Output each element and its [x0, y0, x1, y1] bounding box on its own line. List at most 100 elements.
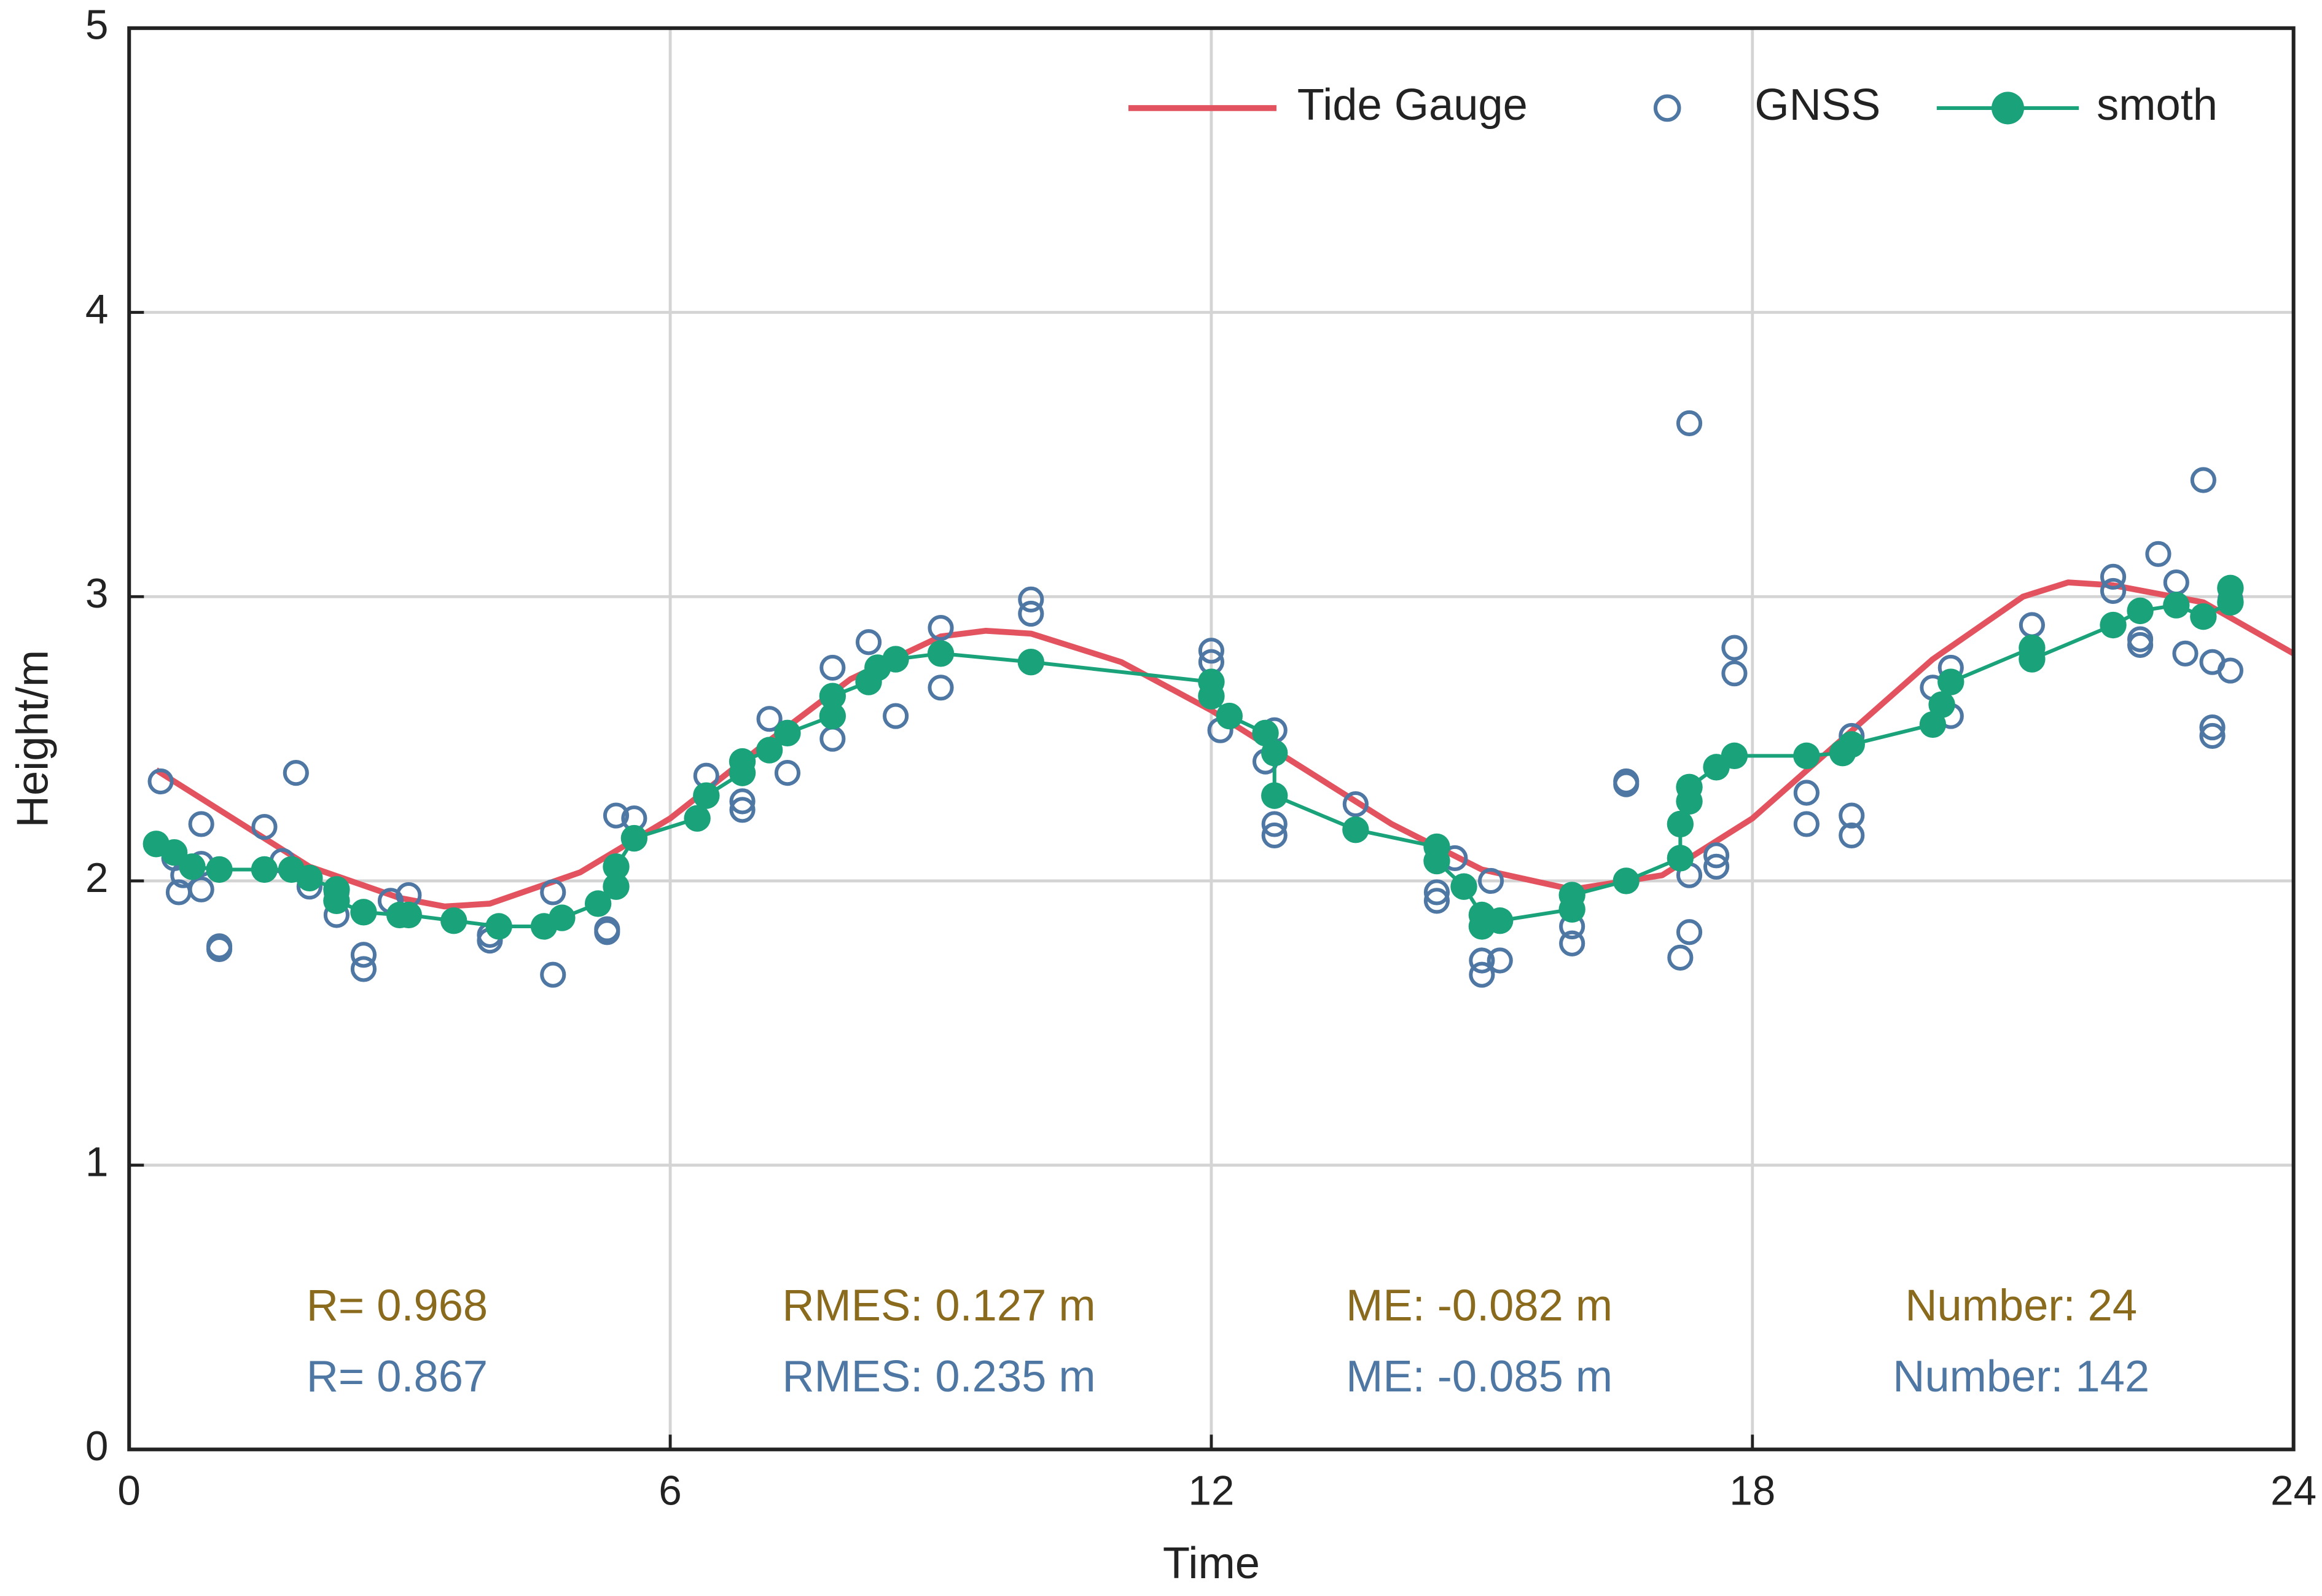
line-marker [1216, 702, 1243, 730]
line-marker [1198, 683, 1225, 710]
scatter-point [1559, 930, 1585, 956]
scatter-point [883, 703, 909, 729]
line-marker [1667, 845, 1694, 872]
line-marker [1676, 773, 1703, 800]
line-marker [2019, 646, 2046, 673]
line-marker [1487, 907, 1514, 934]
scatter-point [1342, 791, 1369, 818]
line-marker [1261, 782, 1288, 809]
scatter-point [1469, 947, 1495, 974]
line-marker [684, 805, 711, 832]
scatter-point [1667, 944, 1694, 971]
scatter-point [206, 936, 233, 963]
line-marker [2217, 574, 2244, 602]
scatter-point [1018, 600, 1044, 627]
scatter-point [1469, 961, 1495, 988]
scatter-point [1839, 802, 1865, 829]
line-marker [549, 904, 576, 931]
line-marker [440, 907, 467, 934]
scatter-point [594, 916, 620, 942]
line-marker [395, 901, 423, 929]
scatter-point [2217, 657, 2243, 684]
scatter-point [1793, 780, 1820, 806]
line-marker [2100, 611, 2127, 639]
line-marker [603, 873, 630, 900]
scatter-point [147, 768, 174, 795]
line-marker [296, 864, 323, 892]
scatter-point [928, 675, 954, 701]
legend-swatch [1992, 92, 2025, 125]
line-marker [179, 853, 206, 880]
scatter-point [1423, 888, 1450, 914]
scatter-point [1198, 638, 1225, 664]
line-marker [1558, 882, 1585, 909]
annotation: RMES: 0.127 m [782, 1281, 1095, 1331]
line-marker [323, 887, 350, 915]
line-marker [1261, 740, 1288, 767]
annotation: R= 0.968 [307, 1281, 488, 1331]
legend-label: smoth [2097, 80, 2218, 130]
line-marker [756, 737, 783, 764]
line-marker [1838, 731, 1865, 758]
legend-swatch [1653, 94, 1681, 122]
scatter-point [1703, 842, 1730, 869]
line-marker [2163, 592, 2190, 619]
line-marker [1919, 711, 1947, 738]
line-marker [2127, 597, 2154, 625]
legend-label: Tide Gauge [1297, 80, 1528, 130]
line-marker [1667, 810, 1694, 838]
line-marker [882, 646, 909, 673]
x-tick-label: 18 [1729, 1468, 1775, 1514]
scatter-point [540, 879, 566, 906]
x-tick-label: 0 [117, 1468, 141, 1514]
scatter-point [1261, 811, 1288, 837]
line-marker [774, 719, 801, 747]
scatter-point [729, 797, 756, 823]
scatter-point [2199, 714, 2226, 741]
line-marker [584, 890, 612, 917]
x-tick-label: 6 [659, 1468, 682, 1514]
line-marker [1612, 867, 1640, 894]
scatter-point [603, 802, 630, 829]
scatter-point [2172, 640, 2199, 667]
scatter-point [1676, 410, 1703, 437]
scatter-point [1839, 822, 1865, 849]
scatter-point [350, 956, 377, 982]
line-marker [603, 853, 630, 880]
annotation: Number: 142 [1893, 1352, 2149, 1401]
scatter-point [1676, 919, 1703, 945]
scatter-point [1477, 867, 1504, 894]
line-marker [1928, 691, 1955, 718]
annotation: ME: -0.085 m [1346, 1352, 1612, 1401]
scatter-point [729, 788, 756, 815]
scatter-point [1703, 853, 1730, 880]
scatter-point [1261, 822, 1288, 849]
scatter-point [540, 961, 566, 988]
scatter-point [1721, 660, 1748, 687]
scatter-point [2100, 563, 2127, 590]
line-marker [1342, 816, 1369, 843]
scatter-point [2199, 722, 2226, 749]
line-marker [620, 824, 648, 852]
y-tick-label: 1 [85, 1140, 109, 1186]
y-tick-label: 3 [85, 571, 109, 617]
scatter-point [283, 760, 309, 786]
scatter-point [756, 706, 783, 732]
scatter-point [2190, 467, 2216, 493]
line-marker [729, 748, 756, 775]
scatter-point [2127, 632, 2154, 658]
scatter-point [819, 654, 846, 681]
scatter-point [2100, 577, 2127, 604]
line-marker [1793, 742, 1820, 770]
line-marker [206, 856, 233, 883]
line-marker [1450, 873, 1477, 900]
legend-label: GNSS [1754, 80, 1880, 130]
y-tick-label: 2 [85, 855, 109, 901]
annotation: R= 0.867 [307, 1352, 488, 1401]
y-axis-label: Height/m [8, 650, 57, 827]
line-marker [251, 856, 278, 883]
